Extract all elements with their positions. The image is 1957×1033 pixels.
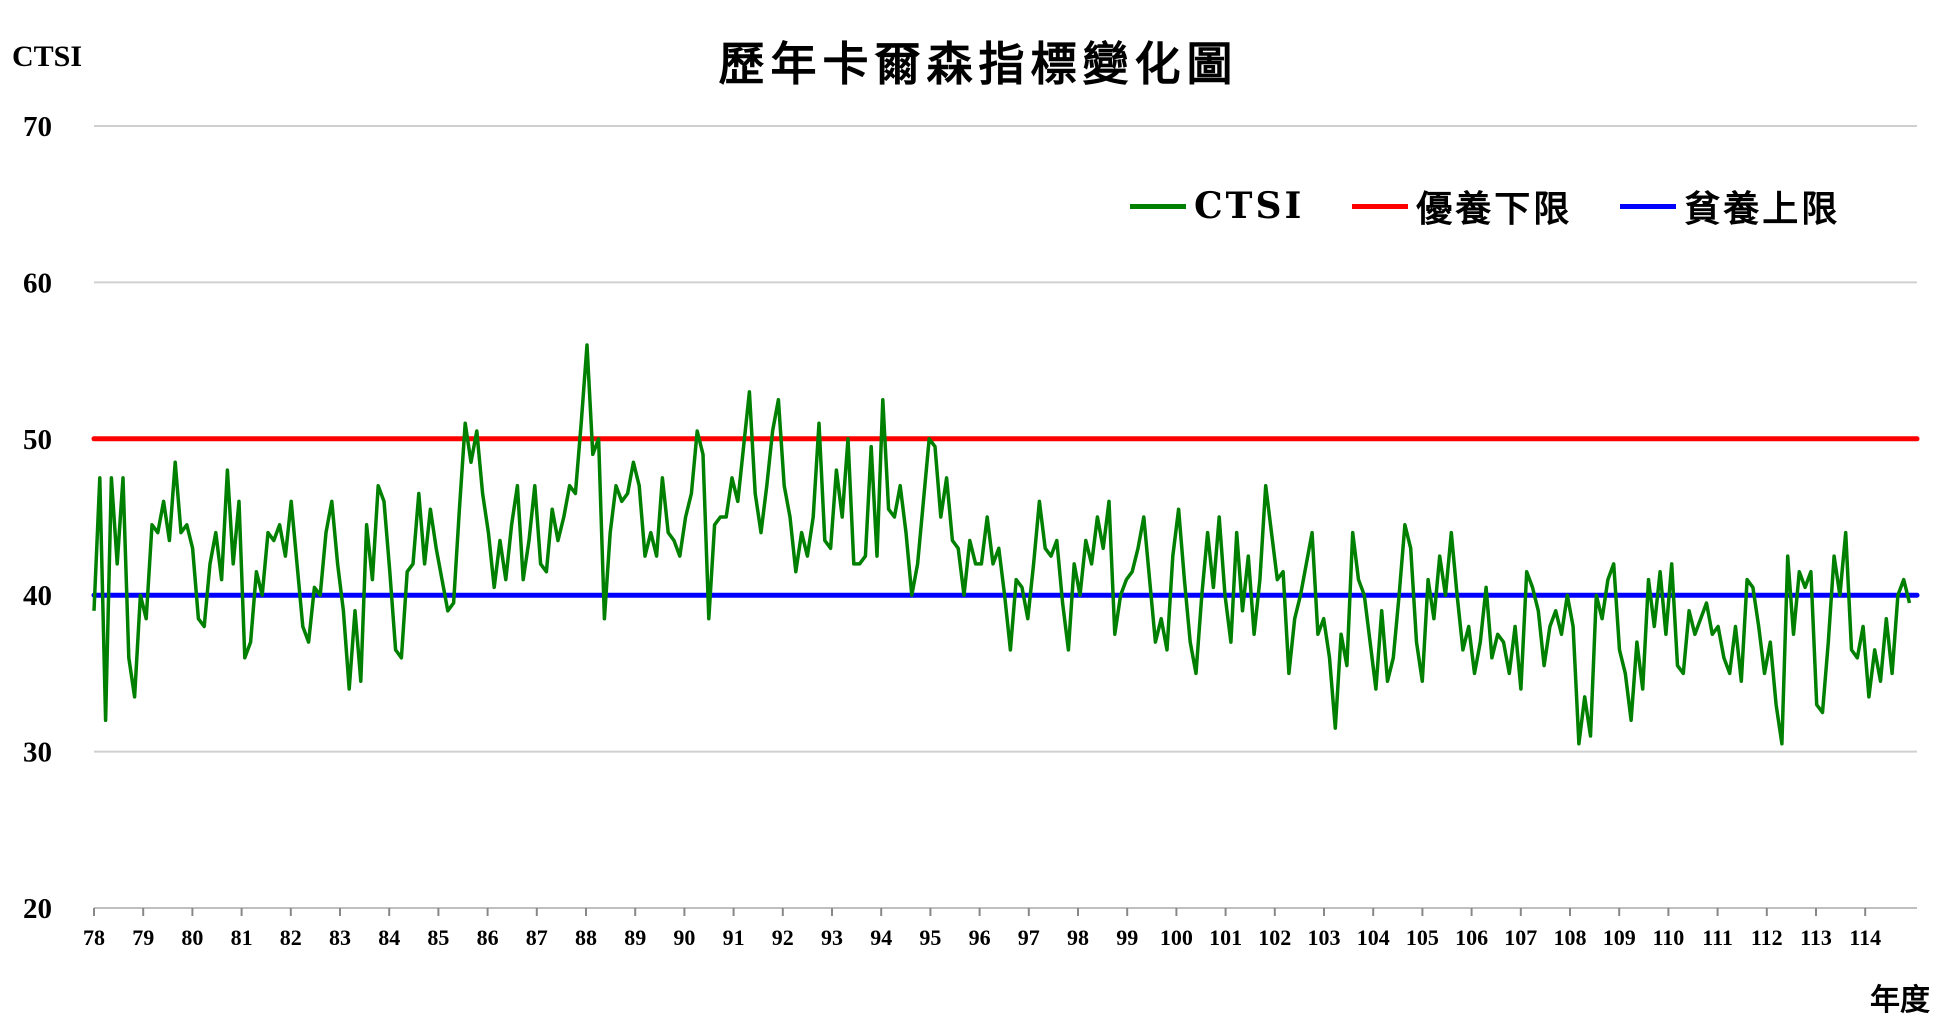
y-axis-label: CTSI bbox=[12, 40, 83, 73]
x-tick-label: 100 bbox=[1160, 925, 1193, 950]
chart-title: 歷年卡爾森指標變化圖 bbox=[718, 37, 1239, 91]
x-tick-label: 103 bbox=[1308, 925, 1341, 950]
legend-label-eutrophic-lower: 優養下限 bbox=[1416, 188, 1573, 230]
x-tick-label: 88 bbox=[575, 925, 597, 950]
x-tick-label: 89 bbox=[624, 925, 646, 950]
legend-label-ctsi: CTSI bbox=[1194, 185, 1305, 227]
x-tick-label: 80 bbox=[181, 925, 203, 950]
x-tick-label: 108 bbox=[1554, 925, 1587, 950]
legend-item-ctsi: CTSI bbox=[1130, 185, 1304, 227]
y-tick-label: 70 bbox=[23, 111, 52, 143]
x-tick-label: 82 bbox=[280, 925, 302, 950]
y-tick-label: 30 bbox=[23, 737, 52, 769]
x-tick-label: 81 bbox=[231, 925, 253, 950]
x-tick-label: 102 bbox=[1258, 925, 1291, 950]
x-axis-label: 年度 bbox=[1870, 983, 1930, 1018]
legend-label-oligotrophic-upper: 貧養上限 bbox=[1684, 188, 1841, 230]
x-tick-label: 114 bbox=[1849, 925, 1881, 950]
x-tick-label: 79 bbox=[132, 925, 154, 950]
y-tick-label: 40 bbox=[23, 580, 52, 612]
legend-swatch-oligotrophic-upper bbox=[1620, 203, 1677, 209]
x-tick-label: 91 bbox=[723, 925, 745, 950]
x-tick-label: 112 bbox=[1751, 925, 1783, 950]
x-tick-label: 83 bbox=[329, 925, 351, 950]
legend-swatch-ctsi bbox=[1130, 203, 1186, 209]
y-tick-label: 60 bbox=[23, 267, 52, 299]
legend-swatch-eutrophic-lower bbox=[1352, 203, 1409, 209]
x-tick-label: 90 bbox=[673, 925, 695, 950]
x-tick-label: 111 bbox=[1702, 925, 1733, 950]
x-tick-label: 94 bbox=[870, 925, 892, 950]
x-tick-label: 92 bbox=[772, 925, 794, 950]
x-tick-label: 109 bbox=[1603, 925, 1636, 950]
series-lines bbox=[91, 343, 1920, 746]
x-tick-label: 86 bbox=[477, 925, 499, 950]
x-tick-label: 87 bbox=[526, 925, 548, 950]
x-tick-label: 84 bbox=[378, 925, 400, 950]
x-tick-label: 106 bbox=[1455, 925, 1488, 950]
x-tick-label: 110 bbox=[1653, 925, 1685, 950]
x-tick-label: 96 bbox=[969, 925, 991, 950]
legend-item-oligotrophic-upper: 貧養上限 bbox=[1620, 180, 1840, 232]
x-tick-label: 101 bbox=[1209, 925, 1242, 950]
y-tick-label: 50 bbox=[23, 424, 52, 456]
x-tick-label: 95 bbox=[919, 925, 941, 950]
x-tick-label: 104 bbox=[1357, 925, 1390, 950]
x-tick-label: 85 bbox=[427, 925, 449, 950]
x-tick-label: 99 bbox=[1116, 925, 1138, 950]
y-tick-label: 20 bbox=[23, 893, 52, 925]
x-tick-label: 78 bbox=[83, 925, 105, 950]
legend: CTSI 優養下限 貧養上限 bbox=[1130, 180, 1888, 232]
x-tick-label: 93 bbox=[821, 925, 843, 950]
x-tick-label: 107 bbox=[1504, 925, 1537, 950]
x-tick-label: 113 bbox=[1800, 925, 1832, 950]
x-tick-label: 97 bbox=[1018, 925, 1040, 950]
ctsi-series-line bbox=[92, 343, 1912, 746]
legend-item-eutrophic-lower: 優養下限 bbox=[1352, 180, 1572, 232]
y-tick-labels: 20 30 40 50 60 70 bbox=[23, 111, 52, 925]
x-tick-label: 105 bbox=[1406, 925, 1439, 950]
x-tick-label: 98 bbox=[1067, 925, 1089, 950]
x-axis: 78 79 80 81 82 83 84 85 86 87 88 89 90 91 92 93 94 95 96 97… bbox=[83, 907, 1917, 950]
